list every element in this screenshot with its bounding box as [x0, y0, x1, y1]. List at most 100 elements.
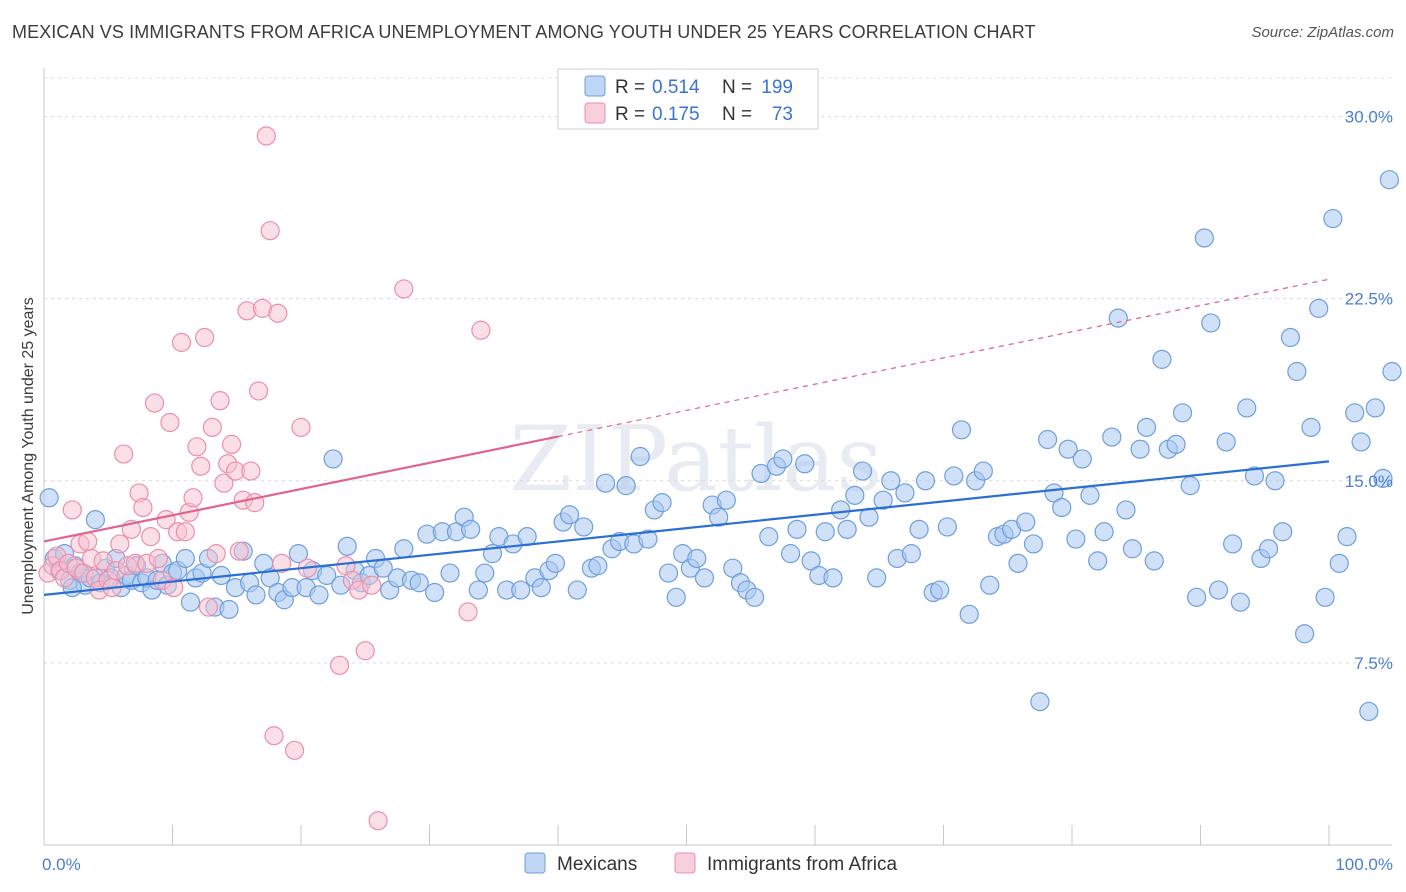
- watermark: ZIPatlas: [509, 407, 882, 512]
- mexicans-point: [815, 522, 835, 542]
- mexicans-point: [709, 507, 729, 527]
- mexicans-point: [567, 580, 587, 600]
- mexicans-point: [545, 553, 566, 573]
- mexicans-point: [1102, 427, 1122, 447]
- mexicans-point: [823, 568, 843, 588]
- africa-point: [291, 417, 311, 437]
- mexicans-point: [1345, 403, 1365, 423]
- africa-point: [229, 541, 249, 561]
- mexicans-point: [909, 519, 929, 539]
- africa-point: [471, 320, 491, 340]
- mexicans-point: [1373, 468, 1393, 488]
- mexicans-point: [175, 548, 195, 569]
- y-tick-label-0: 7.5%: [1354, 654, 1393, 673]
- africa-point: [284, 740, 305, 760]
- x-tick-labels: 0.0% 100.0%: [42, 855, 1393, 874]
- x-tick-label-min: 0.0%: [42, 855, 81, 874]
- mexicans-point: [1194, 228, 1214, 248]
- mexicans-point: [951, 420, 972, 440]
- chart-title: MEXICAN VS IMMIGRANTS FROM AFRICA UNEMPL…: [12, 22, 1036, 42]
- mexicans-point: [1237, 398, 1257, 418]
- mexicans-point: [1280, 327, 1301, 348]
- africa-trend-line-extension: [557, 278, 1330, 438]
- africa-point: [191, 456, 211, 476]
- series-legend: Mexicans Immigrants from Africa: [524, 852, 897, 875]
- mexicans-point: [944, 466, 964, 486]
- mexicans-point: [980, 575, 1000, 595]
- legend-r-label-1: R =: [615, 77, 645, 98]
- mexicans-point: [475, 563, 495, 583]
- mexicans-point: [638, 529, 658, 549]
- mexicans-point: [745, 587, 765, 607]
- africa-point: [268, 303, 288, 323]
- axes: [43, 68, 1392, 846]
- africa-point: [256, 126, 276, 146]
- mexicans-point: [1273, 522, 1293, 542]
- x-tick-label-max: 100.0%: [1335, 855, 1393, 874]
- mexicans-point: [1244, 466, 1265, 486]
- africa-point: [133, 497, 153, 518]
- mexicans-point: [1008, 553, 1028, 573]
- mexicans-point: [1201, 313, 1221, 333]
- africa-point: [93, 551, 113, 571]
- africa-points: [38, 126, 491, 831]
- africa-trend-line: [43, 435, 559, 543]
- africa-point: [206, 544, 226, 564]
- africa-point: [183, 488, 203, 508]
- mexicans-point: [588, 556, 608, 576]
- africa-point: [210, 391, 230, 411]
- africa-point: [195, 327, 215, 348]
- mexicans-point: [1359, 701, 1379, 722]
- mexicans-point: [1187, 587, 1207, 607]
- stats-legend: R = 0.514 N = 199 R = 0.175 N = 73: [557, 68, 819, 130]
- mexicans-point: [1130, 439, 1150, 459]
- africa-point: [329, 655, 350, 675]
- mexicans-point: [461, 519, 481, 539]
- mexicans-point: [517, 527, 537, 547]
- mexicans-point: [852, 461, 873, 481]
- y-tick-label-3: 30.0%: [1345, 108, 1393, 127]
- mexicans-point: [1379, 170, 1399, 190]
- africa-point: [175, 522, 195, 542]
- mexicans-point: [687, 548, 707, 569]
- mexicans-point: [1351, 432, 1371, 452]
- africa-point: [171, 332, 192, 352]
- mexicans-point: [1144, 551, 1164, 571]
- africa-point: [202, 417, 222, 437]
- mexicans-point: [1080, 485, 1100, 505]
- africa-point: [248, 381, 269, 401]
- mexicans-point: [666, 587, 686, 607]
- africa-point: [260, 221, 280, 241]
- mexicans-point: [1382, 361, 1402, 382]
- mexicans-point: [795, 454, 815, 474]
- legend-r-value-1: 0.514: [652, 77, 700, 98]
- mexicans-point: [559, 505, 580, 525]
- mexicans-point: [1208, 580, 1229, 600]
- series-swatch-mexicans: [524, 852, 546, 874]
- mexicans-point: [1152, 349, 1172, 369]
- africa-point: [214, 473, 234, 493]
- mexicans-point: [1315, 587, 1335, 607]
- mexicans-point: [1216, 432, 1236, 452]
- mexicans-point: [1094, 522, 1114, 542]
- legend-r-label-2: R =: [615, 104, 645, 125]
- africa-point: [160, 412, 180, 433]
- mexicans-point: [39, 488, 59, 508]
- y-tick-labels: 7.5% 15.0% 22.5% 30.0%: [1345, 108, 1393, 673]
- mexicans-point: [1072, 449, 1092, 469]
- mexicans-point: [658, 563, 679, 583]
- legend-n-label-2: N =: [722, 104, 752, 125]
- legend-r-value-2: 0.175: [652, 104, 700, 125]
- mexicans-point: [1172, 403, 1193, 423]
- mexicans-point: [1108, 308, 1128, 328]
- mexicans-point: [959, 604, 979, 624]
- mexicans-point: [867, 568, 887, 588]
- mexicans-point: [1309, 298, 1329, 318]
- mexicans-point: [1023, 534, 1044, 554]
- africa-point: [355, 641, 375, 661]
- africa-point: [148, 548, 168, 569]
- mexicans-point: [337, 536, 357, 556]
- mexicans-point: [574, 517, 594, 537]
- mexicans-point: [219, 599, 239, 620]
- series-label-africa: Immigrants from Africa: [707, 854, 897, 875]
